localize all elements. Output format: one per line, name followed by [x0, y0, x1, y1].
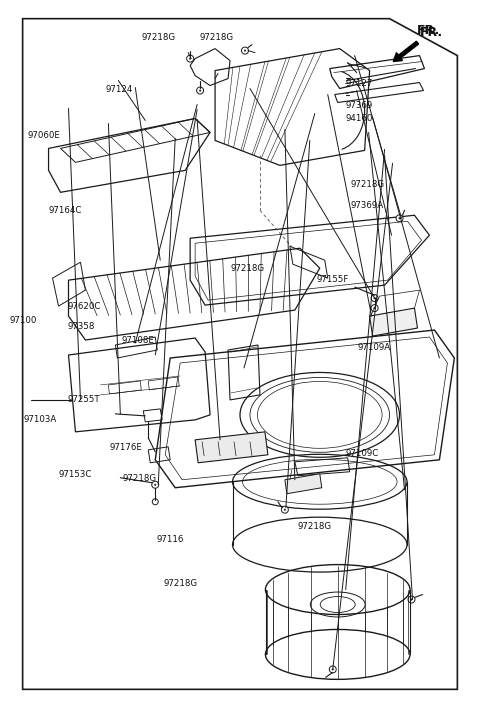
Circle shape — [152, 498, 158, 505]
Text: 97218G: 97218G — [142, 33, 176, 42]
Text: 97218G: 97218G — [230, 264, 264, 273]
Text: 97127: 97127 — [345, 79, 372, 88]
Text: 97369: 97369 — [345, 101, 372, 110]
Text: 97100: 97100 — [9, 316, 36, 325]
Circle shape — [374, 297, 375, 299]
Text: FR.: FR. — [420, 26, 443, 39]
Text: 97155F: 97155F — [317, 275, 349, 284]
Circle shape — [396, 215, 403, 222]
Text: 97109C: 97109C — [345, 449, 379, 458]
Text: 97060E: 97060E — [27, 130, 60, 140]
Circle shape — [284, 509, 286, 510]
Circle shape — [244, 50, 246, 51]
Circle shape — [197, 87, 204, 94]
Text: 97153C: 97153C — [58, 470, 92, 479]
Circle shape — [189, 57, 191, 60]
Ellipse shape — [320, 596, 355, 613]
Circle shape — [281, 506, 288, 513]
Circle shape — [241, 47, 249, 54]
Circle shape — [408, 596, 415, 603]
Text: 97176E: 97176E — [110, 443, 143, 452]
Text: 97109A: 97109A — [357, 343, 390, 352]
Text: 97218G: 97218G — [163, 579, 198, 588]
Polygon shape — [370, 308, 418, 336]
Circle shape — [332, 669, 334, 670]
Circle shape — [399, 218, 400, 219]
Text: FR.: FR. — [417, 24, 440, 37]
Text: 97358: 97358 — [68, 322, 95, 330]
Text: 97103A: 97103A — [24, 415, 57, 424]
Circle shape — [371, 295, 378, 301]
Text: 97164C: 97164C — [48, 206, 82, 216]
Text: 94160: 94160 — [345, 114, 372, 123]
Text: 97218G: 97218G — [199, 33, 233, 42]
Circle shape — [155, 484, 156, 486]
Circle shape — [374, 307, 375, 309]
Circle shape — [187, 55, 193, 62]
Text: 97124: 97124 — [106, 84, 133, 94]
Circle shape — [329, 666, 336, 673]
FancyArrow shape — [393, 41, 419, 62]
Text: 97620C: 97620C — [68, 302, 101, 311]
Text: 97255T: 97255T — [68, 395, 100, 403]
Circle shape — [199, 90, 201, 91]
Circle shape — [371, 305, 378, 311]
Text: 97218G: 97218G — [298, 522, 332, 531]
Text: 97116: 97116 — [156, 535, 184, 545]
Text: 97108E: 97108E — [122, 336, 155, 345]
Text: 97218G: 97218G — [350, 180, 384, 189]
Circle shape — [152, 481, 159, 489]
Circle shape — [411, 598, 412, 601]
Polygon shape — [285, 474, 322, 493]
Text: 97369A: 97369A — [350, 201, 383, 211]
Polygon shape — [195, 432, 268, 463]
Text: 97218G: 97218G — [123, 474, 157, 483]
